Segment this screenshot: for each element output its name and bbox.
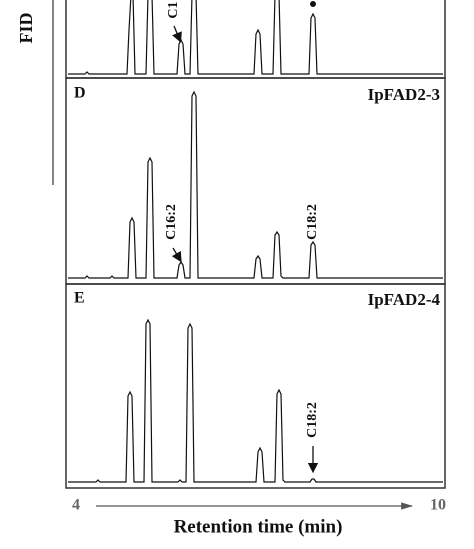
- chromatogram: [68, 0, 443, 75]
- y-axis-label: FID: [16, 13, 36, 44]
- annotation-arrow: [172, 25, 182, 43]
- panel-name: IpFAD2-4: [368, 290, 441, 309]
- x-axis-start: 4: [72, 497, 80, 514]
- panel-frame: [65, 283, 446, 489]
- chromatogram: [68, 318, 443, 483]
- panel-letter: E: [74, 290, 85, 307]
- panel-name: IpFAD2-3: [368, 85, 440, 104]
- panel-top: C1: [68, 0, 443, 75]
- x-axis-end: 10: [430, 497, 446, 514]
- panel-letter: D: [74, 85, 86, 102]
- x-axis-label: Retention time (min): [174, 516, 343, 537]
- annotation: C18:2: [305, 402, 320, 438]
- marker-dot: [310, 1, 316, 7]
- annotation-arrow: [171, 247, 182, 263]
- annotation: C16:2: [164, 204, 179, 240]
- annotation: C18:2: [305, 204, 320, 240]
- chromatogram: [68, 90, 443, 279]
- annotation: C1: [166, 1, 181, 18]
- panel-frame: [65, 77, 446, 285]
